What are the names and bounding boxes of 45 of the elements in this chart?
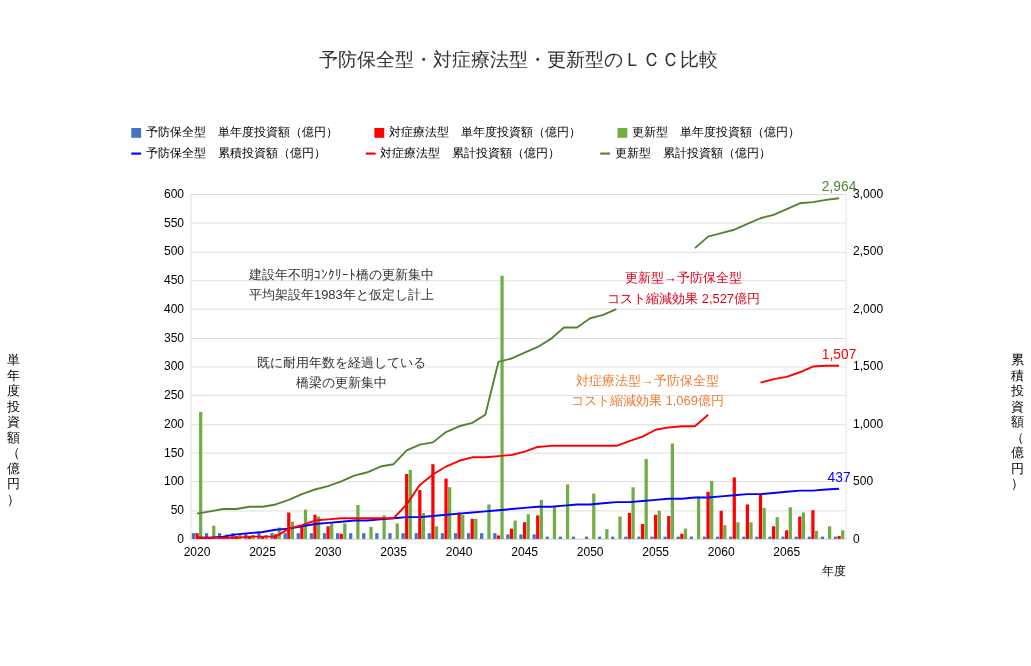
y-tick-label: 300 xyxy=(163,359,185,374)
legend-label: 更新型 累計投資額（億円） xyxy=(614,146,771,161)
y2-tick-label: 2,500 xyxy=(852,244,884,259)
x-tick-label: 2030 xyxy=(314,544,342,559)
y-tick-label: 250 xyxy=(163,388,185,403)
y-tick-label: 200 xyxy=(163,416,185,431)
x-tick-label: 2035 xyxy=(380,544,408,559)
legend-label: 予防保全型 累積投資額（億円） xyxy=(145,146,326,161)
y2-tick-label: 1,500 xyxy=(852,359,884,374)
y-tick-label: 100 xyxy=(163,474,185,489)
annotation: 既に耐用年数を経過している橋梁の更新集中 xyxy=(256,354,426,391)
chart-title: 予防保全型・対症療法型・更新型のＬＣＣ比較 xyxy=(318,48,718,70)
x-tick-label: 2040 xyxy=(445,544,473,559)
text: 累積投資額（億円） xyxy=(1011,352,1025,492)
legend-label: 対症療法型 単年度投資額（億円） xyxy=(388,125,581,140)
legend-label: 更新型 単年度投資額（億円） xyxy=(631,125,800,140)
x-tick-label: 2045 xyxy=(511,544,539,559)
y2-tick-label: 1,000 xyxy=(852,416,884,431)
y-tick-label: 350 xyxy=(163,330,185,345)
x-axis-title: 年度 xyxy=(822,563,847,578)
y-tick-label: 550 xyxy=(163,215,185,230)
y-tick-label: 450 xyxy=(163,273,185,288)
x-tick-label: 2065 xyxy=(773,544,801,559)
x-tick-label: 2055 xyxy=(642,544,670,559)
x-tick-label: 2050 xyxy=(576,544,604,559)
y-tick-label: 600 xyxy=(163,186,185,201)
y-tick-label: 400 xyxy=(163,301,185,316)
y-tick-label: 0 xyxy=(177,531,185,546)
x-tick-label: 2025 xyxy=(249,544,277,559)
text: 単年度投資額（億円） xyxy=(7,352,21,508)
y2-tick-label: 500 xyxy=(852,474,874,489)
annotation: 建設年不明ｺﾝｸﾘｰﾄ橋の更新集中平均架設年1983年と仮定し計上 xyxy=(247,266,434,303)
annotation: 対症療法型→予防保全型コスト縮減効果 1,069億円 xyxy=(570,372,724,409)
y-tick-label: 150 xyxy=(163,445,185,460)
x-tick-label: 2020 xyxy=(183,544,211,559)
data-label: 1,507 xyxy=(821,346,857,362)
x-tick-label: 2060 xyxy=(707,544,735,559)
y-tick-label: 50 xyxy=(170,503,185,518)
data-label: 437 xyxy=(827,469,851,485)
y2-tick-label: 2,000 xyxy=(852,301,884,316)
annotation: 更新型→予防保全型コスト縮減効果 2,527億円 xyxy=(607,270,761,306)
y2-tick-label: 0 xyxy=(852,531,860,546)
legend-label: 予防保全型 単年度投資額（億円） xyxy=(145,125,338,140)
legend-label: 対症療法型 累計投資額（億円） xyxy=(380,146,561,161)
y-tick-label: 500 xyxy=(163,244,185,259)
